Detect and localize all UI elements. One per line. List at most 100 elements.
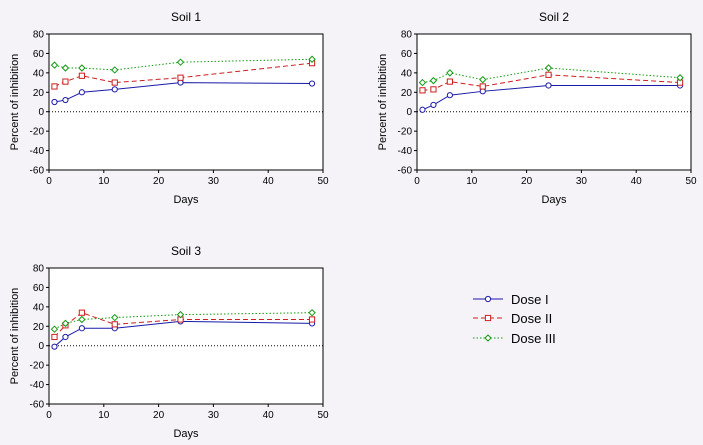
y-tick-label: -40 xyxy=(30,146,45,157)
y-tick-label: -40 xyxy=(398,146,413,157)
data-point xyxy=(176,310,185,319)
y-tick-label: -20 xyxy=(398,127,413,138)
series-dose-iii xyxy=(50,308,316,333)
data-point xyxy=(78,315,86,324)
y-tick-label: 80 xyxy=(33,264,45,275)
series-dose-iii xyxy=(50,55,316,74)
x-tick-label: 0 xyxy=(46,410,52,421)
data-point xyxy=(308,316,316,323)
x-tick-label: 40 xyxy=(263,176,275,187)
y-tick-label: 20 xyxy=(33,322,45,333)
x-tick-label: 20 xyxy=(153,176,165,187)
data-point xyxy=(446,78,453,85)
y-tick-label: -40 xyxy=(30,380,45,391)
plot-frame xyxy=(48,33,324,171)
data-point xyxy=(78,325,85,332)
data-point xyxy=(446,69,454,77)
series-dose-i xyxy=(51,79,316,106)
x-tick-label: 50 xyxy=(685,176,697,187)
chart-title: Soil 3 xyxy=(171,244,201,258)
data-point xyxy=(62,78,69,85)
legend-label: Dose I xyxy=(511,292,549,307)
data-point xyxy=(419,87,426,94)
y-tick-label: 80 xyxy=(401,30,413,41)
x-tick-label: 30 xyxy=(576,176,588,187)
data-point xyxy=(545,71,552,78)
data-point xyxy=(418,78,427,87)
chart-title: Soil 1 xyxy=(171,10,201,24)
data-point xyxy=(544,64,553,72)
data-point xyxy=(51,343,58,350)
data-point xyxy=(78,309,85,316)
plot-frame xyxy=(48,267,324,405)
y-tick-label: 40 xyxy=(33,302,45,313)
legend-label: Dose III xyxy=(511,331,556,346)
y-tick-label: 60 xyxy=(401,49,413,60)
data-point xyxy=(308,55,316,63)
data-point xyxy=(308,308,316,317)
legend-marker xyxy=(484,314,492,322)
y-tick-label: 40 xyxy=(33,68,45,79)
legend-entry-dose-ii: Dose II xyxy=(473,311,552,326)
data-point xyxy=(429,76,438,85)
x-tick-label: 30 xyxy=(208,176,220,187)
legend-marker xyxy=(484,334,492,342)
data-point xyxy=(446,92,453,99)
y-tick-label: -60 xyxy=(398,166,413,177)
data-point xyxy=(177,74,184,81)
data-point xyxy=(50,325,59,333)
data-point xyxy=(78,64,86,72)
plot-frame xyxy=(416,33,692,171)
series-dose-ii xyxy=(419,71,684,94)
legend: Dose I Dose II Dose III xyxy=(473,292,556,346)
data-point xyxy=(308,80,316,87)
x-tick-label: 30 xyxy=(208,410,220,421)
y-tick-label: 60 xyxy=(33,283,45,294)
data-point xyxy=(545,82,552,89)
data-point xyxy=(78,72,85,79)
x-axis-label: Days xyxy=(173,428,199,440)
x-tick-label: 10 xyxy=(466,176,478,187)
data-point xyxy=(51,98,58,106)
y-axis-label: Percent of inhibition xyxy=(377,54,389,151)
data-point xyxy=(51,83,58,90)
x-tick-label: 0 xyxy=(46,176,52,187)
x-tick-label: 40 xyxy=(631,176,643,187)
series-dose-iii xyxy=(418,64,684,87)
y-tick-label: 20 xyxy=(33,88,45,99)
y-tick-label: -60 xyxy=(30,166,45,177)
data-point xyxy=(50,61,59,69)
x-tick-label: 20 xyxy=(153,410,165,421)
y-tick-label: -20 xyxy=(30,361,45,372)
y-axis-label: Percent of inhibition xyxy=(9,54,21,151)
data-point xyxy=(51,333,58,341)
series-line xyxy=(54,312,313,330)
x-tick-label: 50 xyxy=(317,176,329,187)
data-point xyxy=(62,333,69,341)
data-point xyxy=(61,64,70,72)
x-tick-label: 20 xyxy=(521,176,533,187)
legend-marker xyxy=(484,295,492,303)
y-tick-label: 0 xyxy=(406,107,412,118)
y-tick-label: -60 xyxy=(30,400,45,411)
data-point xyxy=(430,101,437,109)
data-point xyxy=(111,313,119,322)
x-tick-label: 0 xyxy=(414,176,420,187)
data-point xyxy=(676,74,684,82)
series-dose-ii xyxy=(51,60,316,90)
data-point xyxy=(111,86,118,93)
legend-entry-dose-iii: Dose III xyxy=(473,331,556,346)
data-point xyxy=(176,58,185,66)
y-tick-label: -20 xyxy=(30,127,45,138)
x-axis-label: Days xyxy=(173,194,199,206)
y-tick-label: 40 xyxy=(401,68,413,79)
data-point xyxy=(430,86,437,93)
x-tick-label: 10 xyxy=(98,176,110,187)
data-point xyxy=(111,321,118,328)
data-point xyxy=(78,89,85,96)
y-tick-label: 20 xyxy=(401,88,413,99)
